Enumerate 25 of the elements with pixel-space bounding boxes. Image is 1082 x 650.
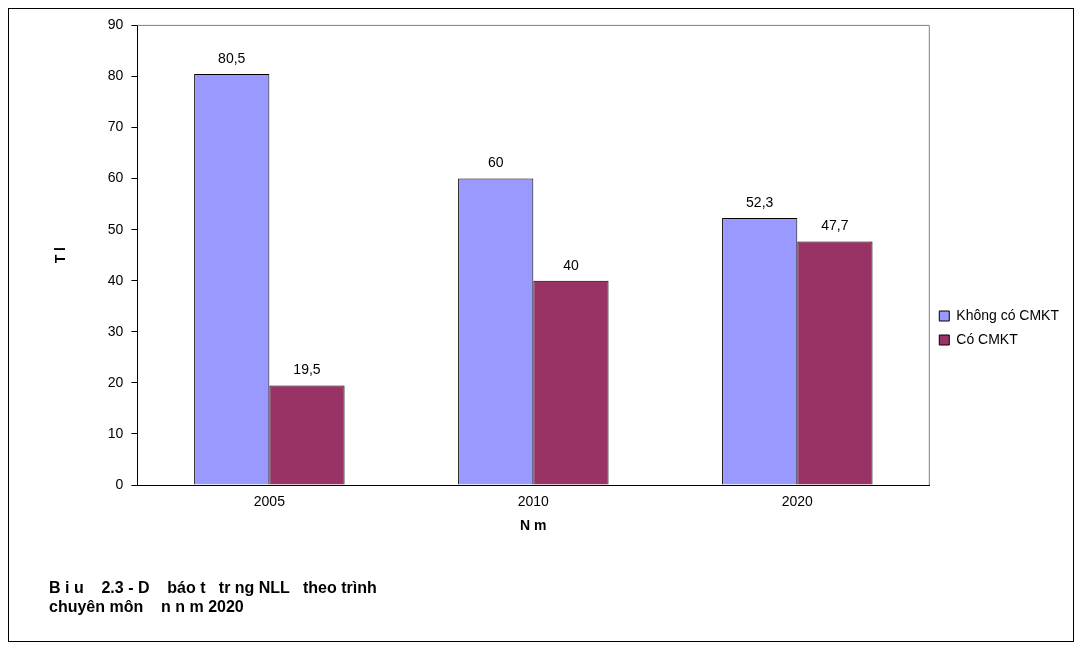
data-label: 52,3 [746,193,774,210]
text: B i u 2.3 - D báo t tr ng NLL theo trình [49,578,377,596]
y-tick-label: 80 [107,67,124,84]
x-tick-label: 2020 [781,493,814,510]
x-tick-label: 2010 [517,493,550,510]
data-label: 47,7 [821,217,849,234]
data-label: 60 [487,154,504,171]
legend-label: Không có CMKT [956,306,1060,323]
y-tick-label: 60 [107,169,124,186]
y-tick-label: 70 [107,118,124,135]
text: chuyên môn n n m 2020 [49,597,244,615]
x-tick-label: 2005 [253,493,286,510]
y-tick-label: 30 [107,322,124,339]
y-tick-label: 90 [107,16,124,33]
data-label: 19,5 [293,361,321,378]
y-tick-label: 40 [107,271,124,288]
x-axis-title: N m [520,517,547,534]
y-tick-label: 20 [107,373,124,390]
y-axis-title: T l [52,247,69,264]
y-tick-label: 10 [107,424,124,441]
y-tick-label: 0 [115,475,124,492]
legend-label: Có CMKT [956,330,1019,347]
y-tick-label: 50 [107,220,124,237]
data-label: 40 [563,256,579,273]
data-label: 80,5 [218,49,246,66]
